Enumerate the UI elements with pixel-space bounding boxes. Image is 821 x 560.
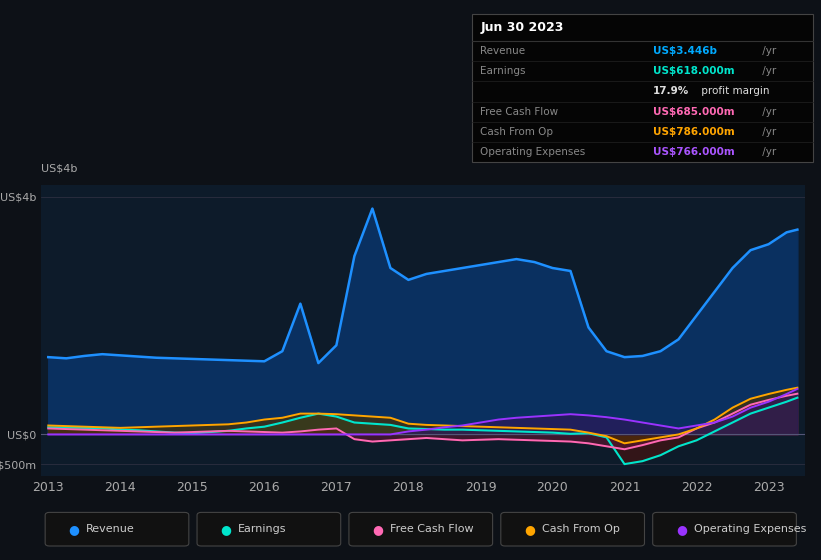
Text: Cash From Op: Cash From Op [542, 524, 620, 534]
Text: Cash From Op: Cash From Op [480, 127, 553, 137]
Text: US$618.000m: US$618.000m [653, 66, 734, 76]
Text: ●: ● [220, 522, 232, 536]
Text: ●: ● [372, 522, 383, 536]
Text: ●: ● [524, 522, 535, 536]
Text: /yr: /yr [759, 127, 777, 137]
Text: Revenue: Revenue [480, 46, 525, 56]
Text: US$786.000m: US$786.000m [653, 127, 735, 137]
Text: 17.9%: 17.9% [653, 86, 689, 96]
Text: US$4b: US$4b [41, 164, 77, 174]
Text: /yr: /yr [759, 107, 777, 116]
Text: US$3.446b: US$3.446b [653, 46, 717, 56]
Text: /yr: /yr [759, 46, 777, 56]
Text: profit margin: profit margin [698, 86, 769, 96]
Text: Operating Expenses: Operating Expenses [480, 147, 585, 157]
Text: Earnings: Earnings [480, 66, 525, 76]
Text: Operating Expenses: Operating Expenses [694, 524, 806, 534]
Text: Revenue: Revenue [86, 524, 135, 534]
Text: Free Cash Flow: Free Cash Flow [390, 524, 474, 534]
Text: ●: ● [68, 522, 80, 536]
Text: US$766.000m: US$766.000m [653, 147, 735, 157]
Text: US$685.000m: US$685.000m [653, 107, 734, 116]
Text: ●: ● [676, 522, 687, 536]
Text: /yr: /yr [759, 147, 777, 157]
Text: Earnings: Earnings [238, 524, 287, 534]
Text: /yr: /yr [759, 66, 777, 76]
Text: Free Cash Flow: Free Cash Flow [480, 107, 558, 116]
Text: Jun 30 2023: Jun 30 2023 [480, 21, 564, 34]
